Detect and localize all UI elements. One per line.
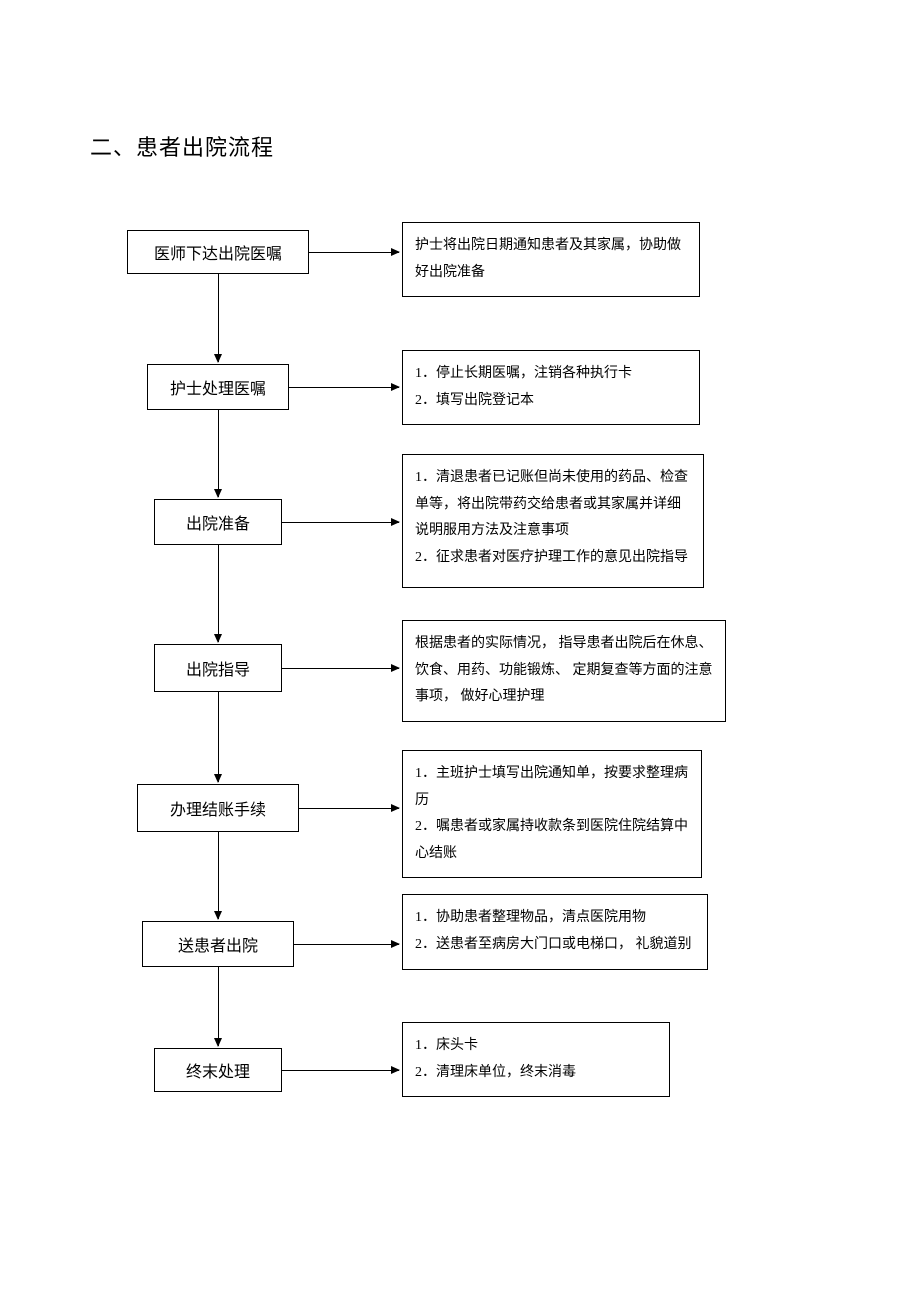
desc-line: 1．清退患者已记账但尚未使用的药品、检查单等，将出院带药交给患者或其家属并详细说…	[415, 465, 691, 545]
arrow-down-3	[218, 692, 219, 782]
desc-line: 2．嘱患者或家属持收款条到医院住院结算中心结账	[415, 814, 689, 867]
step-label: 办理结账手续	[170, 796, 266, 820]
arrow-right-5	[294, 944, 399, 945]
arrow-right-2	[282, 522, 399, 523]
desc-line: 护士将出院日期通知患者及其家属，协助做好出院准备	[415, 233, 687, 286]
desc-line: 1．主班护士填写出院通知单，按要求整理病历	[415, 761, 689, 814]
arrow-down-5	[218, 967, 219, 1046]
desc-box-s5: 1．主班护士填写出院通知单，按要求整理病历2．嘱患者或家属持收款条到医院住院结算…	[402, 750, 702, 878]
step-label: 送患者出院	[178, 932, 258, 956]
step-box-s2: 护士处理医嘱	[147, 364, 289, 410]
desc-line: 2．送患者至病房大门口或电梯口， 礼貌道别	[415, 932, 695, 959]
arrow-right-0	[309, 252, 399, 253]
arrow-right-4	[299, 808, 399, 809]
step-box-s1: 医师下达出院医嘱	[127, 230, 309, 274]
desc-line: 1．停止长期医嘱，注销各种执行卡	[415, 361, 687, 388]
step-label: 出院指导	[186, 656, 250, 680]
arrow-down-1	[218, 410, 219, 497]
arrow-right-1	[289, 387, 399, 388]
desc-box-s2: 1．停止长期医嘱，注销各种执行卡2．填写出院登记本	[402, 350, 700, 425]
desc-box-s6: 1．协助患者整理物品，清点医院用物2．送患者至病房大门口或电梯口， 礼貌道别	[402, 894, 708, 970]
step-label: 终末处理	[186, 1058, 250, 1082]
desc-box-s1: 护士将出院日期通知患者及其家属，协助做好出院准备	[402, 222, 700, 297]
step-label: 医师下达出院医嘱	[154, 240, 282, 264]
desc-box-s3: 1．清退患者已记账但尚未使用的药品、检查单等，将出院带药交给患者或其家属并详细说…	[402, 454, 704, 588]
desc-box-s7: 1．床头卡2．清理床单位，终末消毒	[402, 1022, 670, 1097]
step-box-s7: 终末处理	[154, 1048, 282, 1092]
desc-line: 2．清理床单位，终末消毒	[415, 1060, 657, 1087]
flowchart-canvas: 医师下达出院医嘱护士处理医嘱出院准备出院指导办理结账手续送患者出院终末处理 护士将…	[0, 222, 920, 1202]
arrow-right-3	[282, 668, 399, 669]
desc-box-s4: 根据患者的实际情况， 指导患者出院后在休息、饮食、用药、功能锻炼、 定期复查等方…	[402, 620, 726, 722]
arrow-right-6	[282, 1070, 399, 1071]
desc-line: 2．征求患者对医疗护理工作的意见出院指导	[415, 545, 691, 572]
arrow-down-4	[218, 832, 219, 919]
desc-line: 2．填写出院登记本	[415, 388, 687, 415]
desc-line: 根据患者的实际情况， 指导患者出院后在休息、饮食、用药、功能锻炼、 定期复查等方…	[415, 631, 713, 711]
arrow-down-2	[218, 545, 219, 642]
step-box-s4: 出院指导	[154, 644, 282, 692]
desc-line: 1．床头卡	[415, 1033, 657, 1060]
step-label: 护士处理医嘱	[170, 375, 266, 399]
desc-line: 1．协助患者整理物品，清点医院用物	[415, 905, 695, 932]
step-box-s6: 送患者出院	[142, 921, 294, 967]
page-title: 二、患者出院流程	[90, 130, 920, 162]
step-box-s5: 办理结账手续	[137, 784, 299, 832]
arrow-down-0	[218, 274, 219, 362]
step-label: 出院准备	[186, 510, 250, 534]
step-box-s3: 出院准备	[154, 499, 282, 545]
